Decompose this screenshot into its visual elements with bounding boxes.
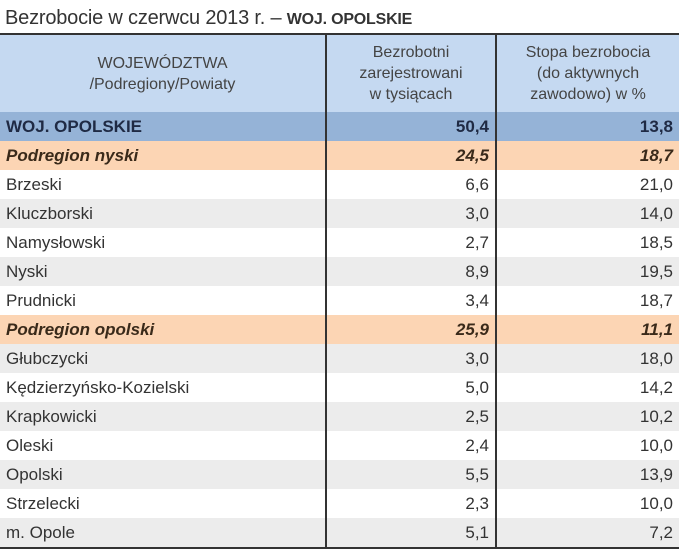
unemployed-value: 3,4 (325, 286, 496, 315)
header-rate-line1: Stopa bezrobocia (525, 44, 651, 61)
table-row: Prudnicki 3,4 18,7 (0, 286, 679, 315)
region-name: Krapkowicki (0, 402, 326, 431)
rate-value: 11,1 (495, 315, 679, 344)
region-name: Namysłowski (0, 228, 326, 257)
title-region: WOJ. OPOLSKIE (286, 11, 413, 28)
header-rate-line3: zawodowo) w % (530, 86, 646, 103)
table-row: Krapkowicki 2,5 10,2 (0, 402, 679, 431)
region-name: Brzeski (0, 170, 326, 199)
region-name: Głubczycki (0, 344, 326, 373)
unemployed-value: 6,6 (325, 170, 496, 199)
table-row-subregion: Podregion nyski 24,5 18,7 (0, 141, 679, 170)
region-name: Opolski (0, 460, 326, 489)
rate-value: 10,0 (495, 489, 679, 518)
unemployed-value: 2,4 (325, 431, 496, 460)
region-name: Strzelecki (0, 489, 326, 518)
unemployed-value: 8,9 (325, 257, 496, 286)
table-header-row: WOJEWÓDZTWA /Podregiony/Powiaty Bezrobot… (0, 33, 679, 112)
unemployed-value: 5,1 (325, 518, 496, 549)
header-unemployed: Bezrobotni zarejestrowani w tysiącach (325, 33, 496, 112)
unemployed-value: 3,0 (325, 199, 496, 228)
region-name: m. Opole (0, 518, 326, 549)
table-row-subregion: Podregion opolski 25,9 11,1 (0, 315, 679, 344)
rate-value: 7,2 (495, 518, 679, 549)
header-unemployed-line3: w tysiącach (369, 86, 453, 103)
table-row-total: WOJ. OPOLSKIE 50,4 13,8 (0, 112, 679, 141)
page-title: Bezrobocie w czerwcu 2013 r. – WOJ. OPOL… (5, 4, 412, 32)
unemployed-value: 25,9 (325, 315, 496, 344)
unemployed-value: 2,3 (325, 489, 496, 518)
region-name: Podregion nyski (0, 141, 326, 170)
unemployed-value: 5,0 (325, 373, 496, 402)
region-name: Oleski (0, 431, 326, 460)
unemployed-value: 2,7 (325, 228, 496, 257)
unemployment-table: WOJEWÓDZTWA /Podregiony/Powiaty Bezrobot… (0, 33, 679, 549)
table-row: m. Opole 5,1 7,2 (0, 518, 679, 549)
header-region: WOJEWÓDZTWA /Podregiony/Powiaty (0, 33, 326, 112)
unemployed-value: 5,5 (325, 460, 496, 489)
table-row: Opolski 5,5 13,9 (0, 460, 679, 489)
title-main: Bezrobocie w czerwcu 2013 r. – (5, 7, 287, 29)
rate-value: 18,5 (495, 228, 679, 257)
unemployed-value: 24,5 (325, 141, 496, 170)
table-row: Brzeski 6,6 21,0 (0, 170, 679, 199)
rate-value: 14,2 (495, 373, 679, 402)
region-name: Nyski (0, 257, 326, 286)
rate-value: 18,0 (495, 344, 679, 373)
unemployed-value: 3,0 (325, 344, 496, 373)
table-row: Strzelecki 2,3 10,0 (0, 489, 679, 518)
region-name: Podregion opolski (0, 315, 326, 344)
header-unemployed-line1: Bezrobotni (372, 44, 450, 61)
rate-value: 18,7 (495, 141, 679, 170)
rate-value: 13,8 (495, 112, 679, 141)
table-row: Namysłowski 2,7 18,5 (0, 228, 679, 257)
rate-value: 10,0 (495, 431, 679, 460)
rate-value: 13,9 (495, 460, 679, 489)
header-unemployed-line2: zarejestrowani (359, 65, 463, 82)
header-region-line2: /Podregiony/Powiaty (89, 75, 236, 93)
unemployed-value: 50,4 (325, 112, 496, 141)
header-rate: Stopa bezrobocia (do aktywnych zawodowo)… (495, 33, 679, 112)
rate-value: 19,5 (495, 257, 679, 286)
table-row: Głubczycki 3,0 18,0 (0, 344, 679, 373)
region-name: WOJ. OPOLSKIE (0, 112, 326, 141)
rate-value: 21,0 (495, 170, 679, 199)
region-name: Prudnicki (0, 286, 326, 315)
header-rate-line2: (do aktywnych (536, 65, 640, 82)
region-name: Kluczborski (0, 199, 326, 228)
table-row: Nyski 8,9 19,5 (0, 257, 679, 286)
rate-value: 14,0 (495, 199, 679, 228)
table-row: Kluczborski 3,0 14,0 (0, 199, 679, 228)
table-row: Kędzierzyńsko-Kozielski 5,0 14,2 (0, 373, 679, 402)
rate-value: 18,7 (495, 286, 679, 315)
unemployed-value: 2,5 (325, 402, 496, 431)
region-name: Kędzierzyńsko-Kozielski (0, 373, 326, 402)
header-region-line1: WOJEWÓDZTWA (97, 54, 228, 72)
table-row: Oleski 2,4 10,0 (0, 431, 679, 460)
rate-value: 10,2 (495, 402, 679, 431)
